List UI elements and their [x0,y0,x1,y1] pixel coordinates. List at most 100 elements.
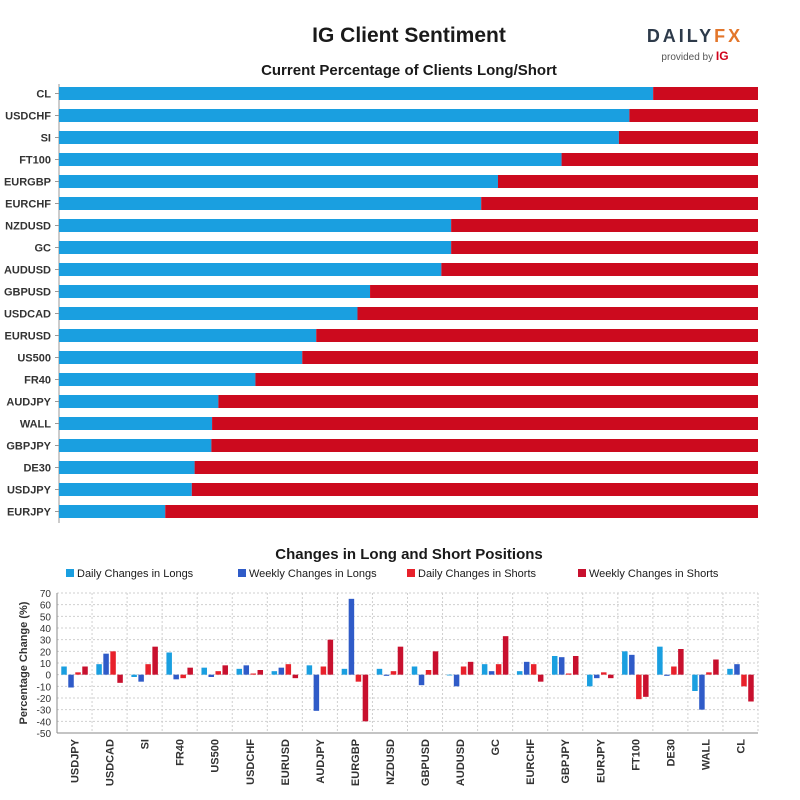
change-bar-usdjpy-s2 [75,672,81,675]
change-bar-gbpusd-s0 [411,666,418,675]
logo-wordmark: DAILYFX [640,26,750,47]
y-tick-label: -10 [37,682,52,693]
change-bar-us500-s1 [208,674,214,677]
long-bar-gbpjpy [59,439,212,452]
category-label-eurgbp: EURGBP [4,177,51,189]
category-label-wall: WALL [20,419,51,431]
change-bar-ft100-s3 [643,674,649,697]
change-bar-de30-s1 [664,674,670,676]
legend-item-3: Weekly Changes in Shorts [578,568,718,580]
short-bar-fr40 [255,373,758,386]
long-bar-eurusd [59,329,317,342]
y-tick-label: -20 [37,694,52,705]
long-bar-us500 [59,351,303,364]
short-bar-audjpy [218,395,758,408]
short-bar-cl [653,87,758,100]
change-bar-eurusd-s3 [292,674,299,679]
x-category-label-us500: US500 [210,739,222,773]
long-bar-gc [59,241,452,254]
long-bar-cl [59,87,654,100]
change-bar-audusd-s1 [453,674,460,687]
category-label-ft100: FT100 [19,155,51,167]
change-bar-us500-s3 [222,665,228,675]
top-chart-title: Current Percentage of Clients Long/Short [261,62,557,79]
change-bar-nzdusd-s0 [376,668,383,675]
x-category-label-usdchf: USDCHF [245,739,257,785]
change-bar-eurusd-s2 [285,664,292,675]
change-bar-usdjpy-s1 [68,674,74,688]
short-bar-wall [212,417,758,430]
change-bar-us500-s2 [215,671,221,675]
change-bar-usdchf-s0 [236,668,243,675]
x-category-label-audjpy: AUDJPY [315,738,327,783]
y-tick-label: 40 [40,624,52,635]
change-bar-si-s1 [138,674,144,682]
category-label-usdcad: USDCAD [4,309,51,321]
change-bar-gbpjpy-s2 [565,673,572,675]
category-label-audusd: AUDUSD [4,265,51,277]
long-bar-usdchf [59,109,630,122]
legend-item-1: Weekly Changes in Longs [238,568,377,580]
legend-item-2: Daily Changes in Shorts [407,568,536,580]
short-bar-usdcad [357,307,758,320]
long-bar-gbpusd [59,285,371,298]
chart-title: IG Client Sentiment [312,24,506,47]
long-bar-wall [59,417,213,430]
change-bar-usdjpy-s0 [61,666,67,675]
change-bar-wall-s0 [692,674,698,691]
change-bar-usdchf-s1 [243,665,250,675]
change-bar-wall-s1 [699,674,705,710]
change-bar-si-s2 [145,664,151,675]
logo-ig: IG [715,49,729,63]
change-bar-eurchf-s1 [523,661,530,675]
change-bar-usdcad-s3 [117,674,123,683]
y-tick-label: -40 [37,717,52,728]
short-bar-ft100 [561,153,758,166]
long-bar-nzdusd [59,219,452,232]
short-bar-eurusd [316,329,758,342]
short-bar-gbpusd [370,285,758,298]
change-bar-gbpusd-s1 [418,674,425,686]
x-category-label-ft100: FT100 [630,739,642,771]
x-category-label-gbpjpy: GBPJPY [560,738,572,783]
x-category-label-audusd: AUDUSD [455,739,467,786]
y-tick-label: 60 [40,601,52,612]
category-label-fr40: FR40 [24,375,51,387]
change-bar-ft100-s2 [636,674,642,700]
x-category-label-gc: GC [490,739,502,756]
change-bar-de30-s0 [657,646,663,675]
x-category-label-fr40: FR40 [175,739,187,766]
change-bar-gc-s2 [495,664,502,675]
change-bar-eurgbp-s1 [348,598,355,675]
change-bar-usdchf-s3 [257,670,264,675]
change-bar-wall-s2 [706,672,712,675]
x-category-label-nzdusd: NZDUSD [385,739,397,785]
change-bar-usdcad-s0 [96,664,102,675]
change-bar-eurusd-s1 [278,667,285,675]
change-bar-gc-s0 [481,664,488,675]
change-bar-usdcad-s2 [110,651,116,675]
change-bar-si-s0 [131,674,137,677]
x-category-label-gbpusd: GBPUSD [420,739,432,786]
legend-swatch [238,569,246,577]
short-bar-nzdusd [451,219,758,232]
change-bar-gc-s1 [488,671,495,675]
x-category-label-eurusd: EURUSD [280,739,292,786]
long-bar-usdcad [59,307,358,320]
x-category-label-wall: WALL [700,739,712,770]
category-label-si: SI [41,133,51,145]
category-label-us500: US500 [17,353,51,365]
change-bar-audjpy-s2 [320,666,327,675]
short-bar-usdchf [629,109,758,122]
change-bar-fr40-s0 [166,652,172,675]
x-category-label-usdcad: USDCAD [105,739,117,786]
change-bar-audjpy-s3 [327,639,334,675]
change-bar-de30-s3 [678,649,684,675]
y-tick-label: -50 [37,729,52,740]
change-bar-cl-s1 [734,664,740,675]
change-bar-usdchf-s2 [250,673,257,675]
change-bar-eurgbp-s3 [362,674,369,722]
x-category-label-eurchf: EURCHF [525,739,537,785]
